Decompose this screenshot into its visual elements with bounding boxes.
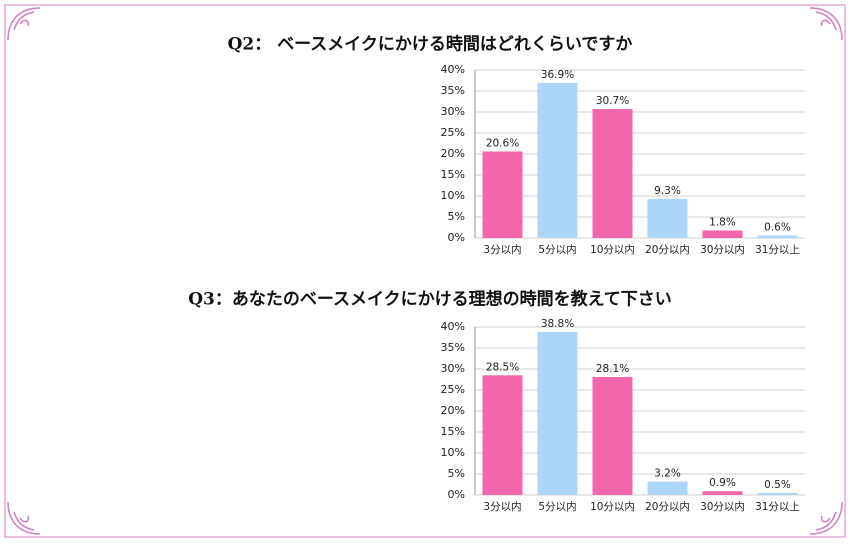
bar	[537, 332, 578, 495]
y-tick-label: 30%	[441, 362, 465, 375]
y-tick-label: 35%	[441, 84, 465, 97]
y-tick-label: 25%	[441, 126, 465, 139]
y-tick-label: 15%	[441, 168, 465, 181]
y-tick-label: 40%	[441, 63, 465, 76]
y-tick-label: 20%	[441, 404, 465, 417]
bar	[482, 375, 523, 495]
y-tick-label: 5%	[448, 467, 465, 480]
value-label: 0.6%	[764, 221, 791, 233]
y-tick-label: 10%	[441, 446, 465, 459]
corner-ornaments	[7, 7, 843, 535]
bar	[757, 235, 798, 238]
y-tick-label: 15%	[441, 425, 465, 438]
x-tick-label: 5分以内	[538, 500, 576, 513]
x-tick-label: 10分以内	[590, 243, 635, 256]
y-tick-label: 30%	[441, 105, 465, 118]
x-tick-label: 3分以内	[483, 500, 521, 513]
bar	[702, 230, 743, 238]
value-label: 20.6%	[486, 137, 519, 149]
value-label: 3.2%	[654, 468, 681, 480]
y-tick-label: 35%	[441, 341, 465, 354]
y-tick-label: 25%	[441, 383, 465, 396]
y-tick-label: 0%	[448, 488, 465, 501]
y-tick-label: 40%	[441, 320, 465, 333]
x-tick-label: 10分以内	[590, 500, 635, 513]
x-tick-label: 31分以上	[755, 244, 800, 256]
bar	[757, 492, 798, 495]
x-tick-label: 20分以内	[645, 243, 690, 256]
bar	[592, 109, 633, 238]
bar	[647, 481, 688, 495]
value-label: 28.1%	[596, 363, 629, 375]
value-label: 30.7%	[596, 95, 629, 107]
x-tick-label: 31分以上	[755, 501, 800, 513]
value-label: 0.9%	[709, 477, 736, 489]
y-tick-label: 20%	[441, 147, 465, 160]
x-tick-label: 3分以内	[483, 243, 521, 256]
y-tick-label: 5%	[448, 210, 465, 223]
value-label: 28.5%	[486, 361, 519, 373]
bar	[537, 83, 578, 239]
chart-title: Q2： ベースメイクにかける時間はどれくらいですか	[228, 34, 633, 55]
value-label: 36.9%	[541, 69, 574, 81]
y-tick-label: 0%	[448, 231, 465, 244]
x-tick-label: 30分以内	[700, 243, 745, 256]
bar	[702, 491, 743, 495]
value-label: 9.3%	[654, 185, 681, 197]
x-tick-label: 20分以内	[645, 500, 690, 513]
frame	[4, 4, 846, 538]
bar	[482, 151, 523, 238]
bar	[647, 198, 688, 238]
value-label: 0.5%	[764, 479, 791, 491]
chart-title: Q3：あなたのベースメイクにかける理想の時間を教えて下さい	[188, 289, 672, 310]
bar	[592, 376, 633, 495]
y-tick-label: 10%	[441, 189, 465, 202]
x-tick-label: 5分以内	[538, 243, 576, 256]
value-label: 1.8%	[709, 216, 736, 228]
x-tick-label: 30分以内	[700, 500, 745, 513]
value-label: 38.8%	[541, 318, 574, 330]
